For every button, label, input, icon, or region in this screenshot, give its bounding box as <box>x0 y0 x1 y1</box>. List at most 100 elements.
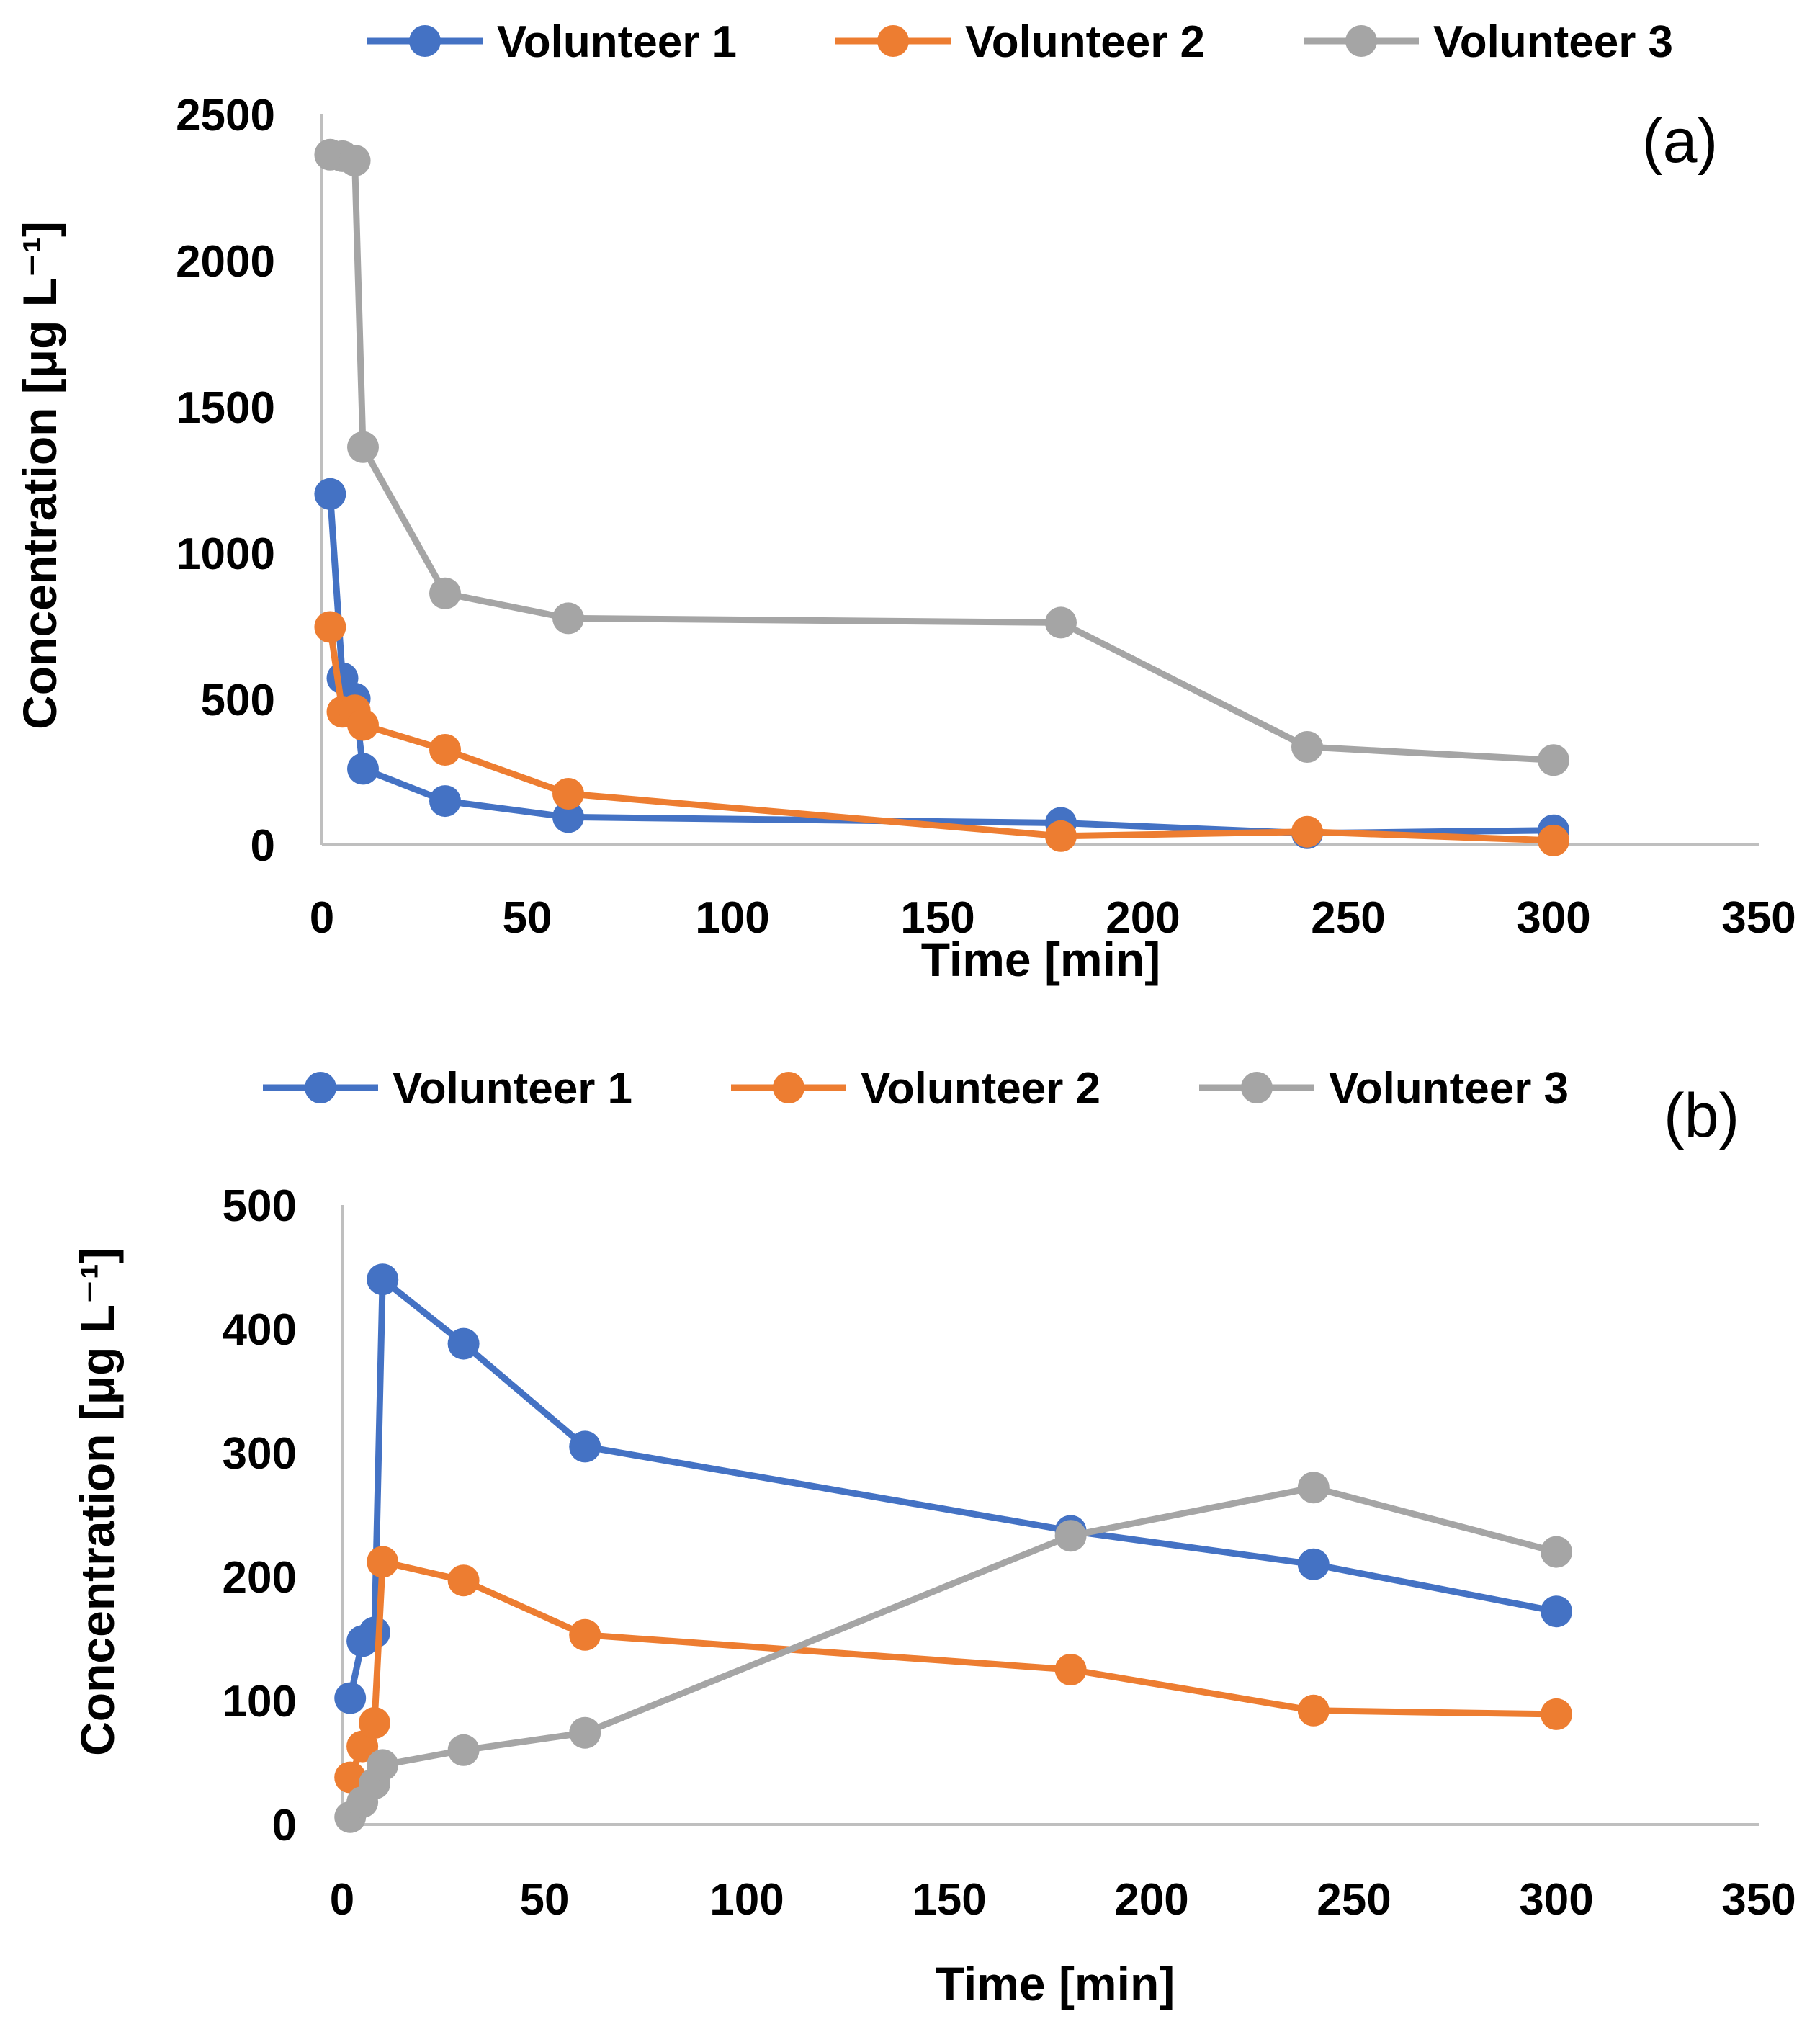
chart-a-legend-swatch-marker-1 <box>409 25 441 57</box>
chart-b-y-ticks: 0 100 200 300 400 500 <box>223 1181 297 1850</box>
chart-a-xtick-5: 250 <box>1311 893 1385 943</box>
chart-b-legend-entry-2: Volunteer 2 <box>731 1064 1100 1114</box>
chart-b-x-axis-title: Time [min] <box>936 1957 1175 2010</box>
chart-a-series-3-point-5 <box>429 577 461 609</box>
chart-a-ytick-3: 1500 <box>176 383 275 433</box>
chart-b-series-1-point-3 <box>359 1616 390 1649</box>
chart-a-series-3-point-6 <box>552 602 584 635</box>
chart-a-y-ticks: 0 500 1000 1500 2000 2500 <box>176 91 275 871</box>
chart-a-y-axis-title: Concentration [μg L⁻¹] <box>13 221 66 730</box>
chart-b-xtick-7: 350 <box>1721 1875 1796 1925</box>
chart-b-series-2-point-2 <box>346 1730 379 1763</box>
chart-b-legend: Volunteer 1 Volunteer 2 Volunteer 3 <box>263 1064 1569 1114</box>
chart-a-series-1 <box>314 478 1569 849</box>
chart-b-series-3-point-8 <box>1297 1472 1330 1504</box>
chart-a-xtick-2: 100 <box>695 893 769 943</box>
chart-a-series-2 <box>314 611 1569 856</box>
chart-b-series-2-point-4 <box>367 1546 399 1578</box>
chart-b-series-1-point-4 <box>367 1263 399 1296</box>
chart-a-series-1-point-6 <box>552 801 584 833</box>
chart-b-x-ticks: 0 50 100 150 200 250 300 350 <box>330 1875 1796 1925</box>
chart-b-series-2-line <box>347 1558 1557 1779</box>
chart-b-series-1-point-8 <box>1297 1548 1330 1580</box>
chart-a-series-2-point-5 <box>429 734 461 766</box>
chart-a-x-axis-title: Time [min] <box>921 933 1160 986</box>
chart-b-series-1 <box>334 1263 1572 1714</box>
chart-a: Volunteer 1 Volunteer 2 Volunteer 3 (a) … <box>13 17 1796 986</box>
chart-a-legend-label-1: Volunteer 1 <box>497 17 737 67</box>
chart-b-y-axis-title: Concentration [μg L⁻¹] <box>71 1248 124 1756</box>
chart-a-series-3-point-4 <box>347 431 379 463</box>
chart-b-series-1-point-1 <box>334 1682 367 1714</box>
chart-b-legend-label-1: Volunteer 1 <box>393 1064 632 1114</box>
chart-b-legend-swatch-marker-2 <box>773 1072 804 1103</box>
chart-a-xtick-7: 350 <box>1721 893 1796 943</box>
chart-a-panel-label: (a) <box>1642 107 1718 176</box>
chart-b-series-3-point-4 <box>367 1749 399 1781</box>
chart-b-series-1-line <box>346 1276 1557 1699</box>
chart-b-series-2-point-3 <box>359 1707 390 1739</box>
chart-a-legend-swatch-marker-2 <box>877 25 909 57</box>
chart-a-series-1-line <box>326 493 1554 837</box>
chart-b-ytick-0: 0 <box>272 1801 297 1850</box>
chart-b-series-2-point-8 <box>1297 1694 1330 1727</box>
chart-b-xtick-6: 300 <box>1519 1875 1593 1925</box>
chart-a-xtick-0: 0 <box>310 893 334 943</box>
chart-b-legend-entry-3: Volunteer 3 <box>1199 1064 1569 1114</box>
chart-a-legend-label-2: Volunteer 2 <box>965 17 1205 67</box>
chart-b-series-2-point-5 <box>447 1564 480 1597</box>
chart-b-series-3-point-9 <box>1541 1536 1572 1568</box>
chart-a-legend-label-3: Volunteer 3 <box>1433 17 1673 67</box>
chart-b-ytick-4: 400 <box>223 1305 297 1355</box>
chart-b-xtick-5: 250 <box>1317 1875 1391 1925</box>
chart-a-legend-entry-3: Volunteer 3 <box>1304 17 1673 67</box>
chart-a-series-3-line <box>329 151 1554 764</box>
chart-a-legend: Volunteer 1 Volunteer 2 Volunteer 3 <box>367 17 1673 67</box>
chart-b: Volunteer 1 Volunteer 2 Volunteer 3 (b) … <box>71 1064 1796 2010</box>
chart-b-xtick-4: 200 <box>1114 1875 1188 1925</box>
chart-b-panel-label: (b) <box>1664 1081 1739 1150</box>
chart-a-series-3 <box>314 138 1569 776</box>
chart-a-xtick-6: 300 <box>1516 893 1590 943</box>
chart-b-series-3 <box>334 1472 1572 1833</box>
chart-a-series-3-point-9 <box>1538 744 1569 776</box>
chart-b-legend-swatch-marker-1 <box>305 1072 336 1103</box>
chart-b-series-2-point-7 <box>1054 1654 1087 1685</box>
chart-b-series-3-line <box>347 1484 1558 1819</box>
chart-b-xtick-3: 150 <box>912 1875 986 1925</box>
chart-b-xtick-0: 0 <box>330 1875 354 1925</box>
chart-a-xtick-4: 200 <box>1106 893 1180 943</box>
chart-b-series-1-point-9 <box>1541 1595 1572 1628</box>
chart-b-legend-label-3: Volunteer 3 <box>1329 1064 1569 1114</box>
chart-b-legend-swatch-marker-3 <box>1241 1072 1273 1103</box>
chart-a-series-2-point-7 <box>1045 820 1077 852</box>
chart-a-ytick-0: 0 <box>251 821 275 871</box>
chart-b-series-2-point-1 <box>334 1761 367 1794</box>
chart-b-series-3-point-5 <box>447 1734 480 1766</box>
chart-b-ytick-3: 300 <box>223 1429 297 1479</box>
chart-a-series-2-point-1 <box>314 611 346 643</box>
chart-a-ytick-5: 2500 <box>176 91 275 140</box>
chart-a-series-1-point-5 <box>429 785 461 818</box>
chart-a-series-2-point-4 <box>347 709 379 741</box>
chart-b-ytick-1: 100 <box>223 1677 297 1727</box>
chart-a-series-1-point-1 <box>314 478 346 510</box>
chart-a-series-2-point-8 <box>1291 815 1323 848</box>
chart-b-xtick-2: 100 <box>709 1875 784 1925</box>
chart-a-xtick-1: 50 <box>503 893 552 943</box>
chart-a-xtick-3: 150 <box>900 893 974 943</box>
chart-b-legend-label-2: Volunteer 2 <box>861 1064 1100 1114</box>
chart-b-ytick-2: 200 <box>223 1553 297 1603</box>
chart-b-series-1-point-6 <box>569 1430 601 1463</box>
chart-b-legend-entry-1: Volunteer 1 <box>263 1064 632 1114</box>
chart-a-ytick-1: 500 <box>201 676 275 725</box>
chart-a-series-2-point-9 <box>1538 824 1569 856</box>
chart-a-legend-entry-1: Volunteer 1 <box>367 17 737 67</box>
chart-b-series-3-point-7 <box>1054 1520 1087 1552</box>
chart-b-series-2 <box>334 1546 1572 1794</box>
chart-a-plot-area <box>314 138 1569 856</box>
chart-a-x-ticks: 0 50 100 150 200 250 300 350 <box>310 893 1796 943</box>
chart-b-plot-area <box>334 1263 1572 1833</box>
chart-a-legend-entry-2: Volunteer 2 <box>835 17 1205 67</box>
